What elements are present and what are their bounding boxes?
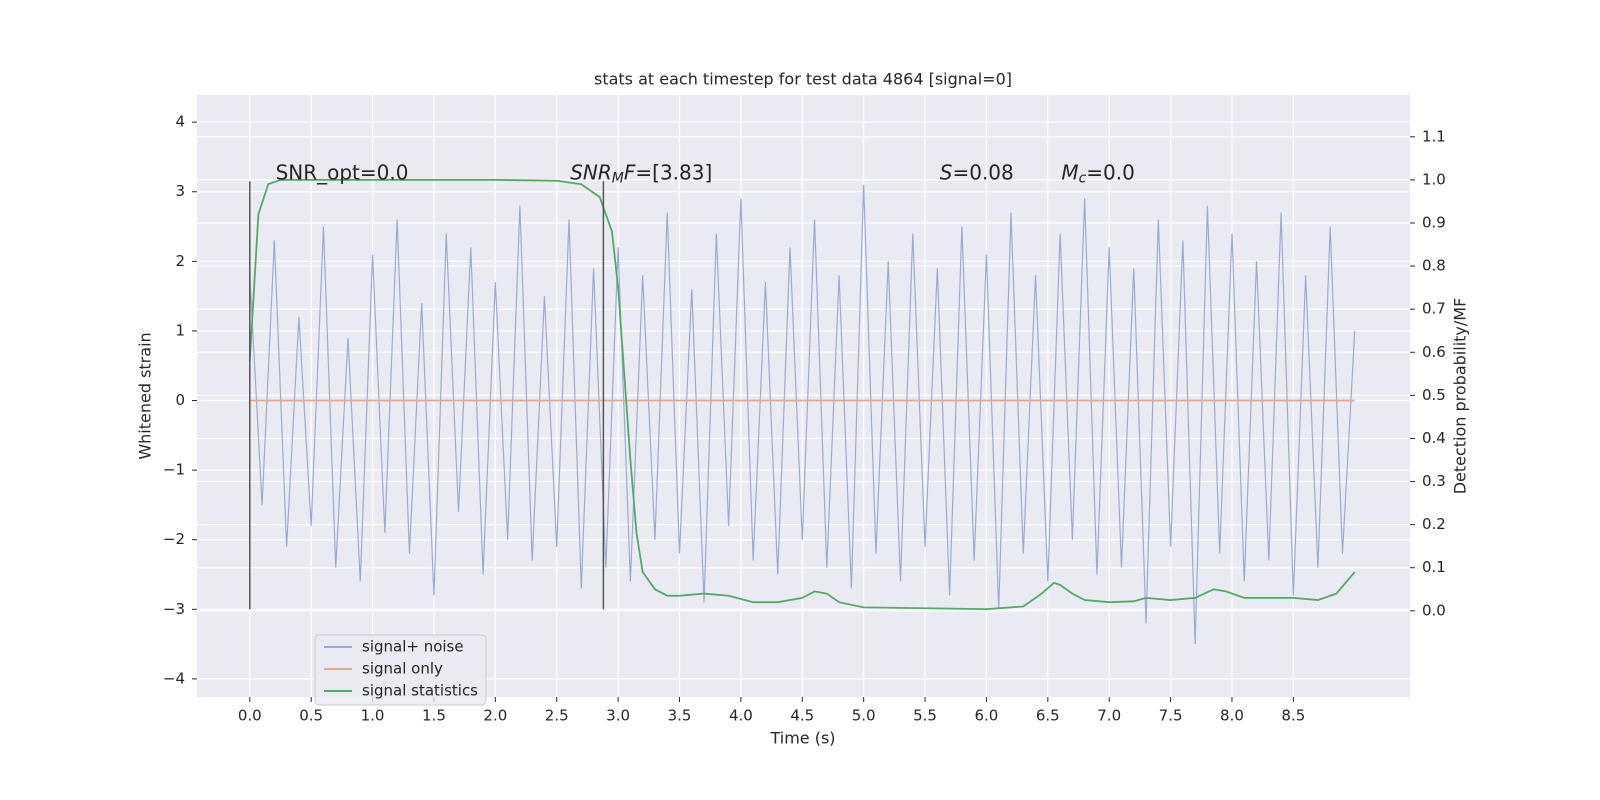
x-tick-label: 3.0 (606, 707, 630, 725)
grid (197, 95, 1410, 697)
x-tick-label: 4.0 (729, 707, 753, 725)
x-tick-label: 1.5 (422, 707, 446, 725)
y2-tick-label: 1.1 (1422, 127, 1446, 145)
annotation-part: F (624, 160, 636, 184)
y2-tick-label: 0.9 (1422, 213, 1446, 231)
x-tick-label: 0.0 (238, 707, 262, 725)
y2-tick-label: 0.8 (1422, 257, 1446, 275)
x-tick-label: 1.0 (361, 707, 385, 725)
x-axis-label: Time (s) (769, 729, 835, 748)
x-tick-label: 3.5 (668, 707, 692, 725)
y2-tick-label: 0.6 (1422, 343, 1446, 361)
x-tick-label: 6.0 (975, 707, 999, 725)
x-tick-label: 5.5 (913, 707, 937, 725)
annotation-part: =[3.83] (635, 160, 712, 184)
series-line (248, 178, 1356, 610)
y-axis-label: Whitened strain (136, 332, 155, 459)
y2-tick-label: 0.0 (1422, 601, 1446, 619)
x-tick-label: 2.0 (483, 707, 507, 725)
annotation-part: c (1079, 171, 1087, 187)
x-tick-label: 2.5 (545, 707, 569, 725)
y-tick-label: −4 (163, 669, 185, 687)
annotation: S=0.08 (940, 160, 1014, 184)
y-tick-label: 4 (175, 113, 185, 131)
series-line (249, 184, 1356, 645)
legend-label: signal+ noise (362, 638, 464, 656)
legend-box (314, 634, 487, 706)
y-tick-label: −2 (163, 530, 185, 548)
y2-tick-label: 0.1 (1422, 558, 1446, 576)
y2-tick-label: 0.5 (1422, 386, 1446, 404)
annotation-part: =0.08 (952, 160, 1013, 184)
x-tick-label: 7.0 (1097, 707, 1121, 725)
x-tick-label: 7.5 (1159, 707, 1183, 725)
y2-tick-label: 0.3 (1422, 472, 1446, 490)
x-tick-label: 5.0 (852, 707, 876, 725)
y2-tick-label: 0.7 (1422, 300, 1446, 318)
y-tick-label: −1 (163, 461, 185, 479)
x-tick-label: 8.0 (1220, 707, 1244, 725)
annotation-part: SNR (570, 160, 612, 184)
y-tick-label: 2 (175, 252, 185, 270)
annotation-part: M (612, 171, 624, 187)
x-tick-label: 6.5 (1036, 707, 1060, 725)
y-tick-label: 0 (175, 391, 185, 409)
y-tick-label: 3 (175, 182, 185, 200)
y2-axis-label: Detection probability/MF (1451, 298, 1470, 495)
annotation: Mc=0.0 (1061, 160, 1135, 187)
x-tick-label: 0.5 (299, 707, 323, 725)
y2-tick-label: 0.4 (1422, 429, 1446, 447)
y-tick-label: −3 (163, 600, 185, 618)
x-tick-label: 8.5 (1281, 707, 1305, 725)
y2-tick-label: 0.2 (1422, 515, 1446, 533)
annotation-part: SNR_opt=0.0 (276, 160, 409, 184)
annotation: SNR_opt=0.0 (276, 160, 409, 184)
legend-label: signal only (362, 660, 443, 678)
x-tick-label: 4.5 (790, 707, 814, 725)
y-tick-label: 1 (175, 321, 185, 339)
annotation-part: =0.0 (1086, 160, 1135, 184)
chart-title: stats at each timestep for test data 486… (594, 70, 1012, 89)
legend: signal+ noise signal only signal statistic… (314, 634, 487, 706)
y2-tick-label: 1.0 (1422, 170, 1446, 188)
annotation: SNRMF=[3.83] (570, 160, 712, 187)
annotation-part: S (940, 160, 953, 184)
legend-label: signal statistics (362, 682, 478, 700)
annotation-part: M (1061, 160, 1078, 184)
